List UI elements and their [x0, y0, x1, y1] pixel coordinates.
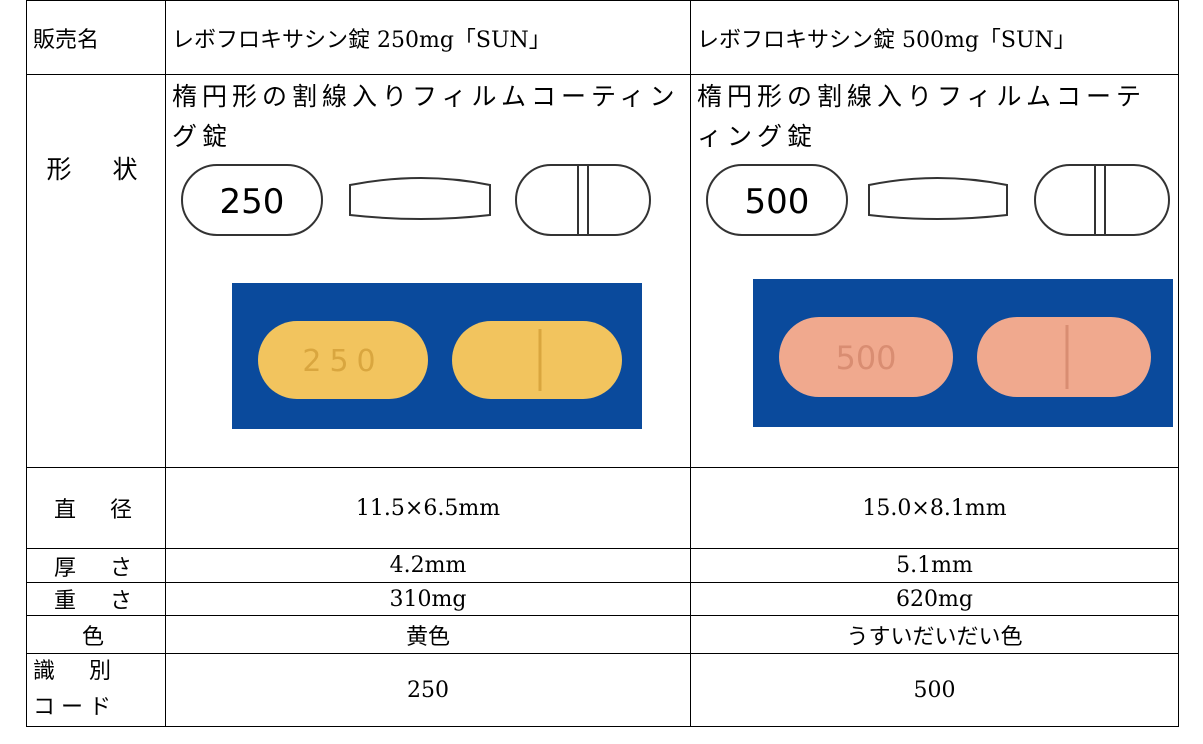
shape-cell: 楕円形の割線入りフィルムコーティング錠 250 250 [165, 74, 691, 468]
tablet-back [515, 164, 651, 236]
header-cell: レボフロキサシン錠 250mg「SUN」 [165, 0, 691, 75]
tablet-photo-front [779, 317, 953, 397]
spec-cell: 5.1mm [690, 548, 1179, 583]
spec-row: 厚 さ 4.2mm 5.1mm [26, 548, 1179, 583]
row-label: 直 径 [26, 467, 166, 549]
spec-row: 直 径 11.5×6.5mm 15.0×8.1mm [26, 467, 1179, 549]
row-label: 色 [26, 615, 166, 654]
header-cell: 販売名 [26, 0, 166, 75]
spec-cell: 4.2mm [165, 548, 691, 583]
row-label: 重 さ [26, 582, 166, 616]
score-line [1094, 164, 1106, 236]
spec-cell: 620mg [690, 582, 1179, 616]
tablet-side [868, 177, 1008, 220]
tablet-figure: 500 500 [706, 164, 1173, 427]
spec-row: 重 さ 310mg 620mg [26, 582, 1179, 616]
row-label: 厚 さ [26, 548, 166, 583]
spec-row: 識 別 コード 250 500 [26, 653, 1179, 727]
spec-cell: 250 [165, 653, 691, 727]
drug-table: 販売名 レボフロキサシン錠 250mg「SUN」 レボフロキサシン錠 500mg… [26, 0, 1179, 727]
header-row: 販売名 レボフロキサシン錠 250mg「SUN」 レボフロキサシン錠 500mg… [26, 0, 1179, 75]
tablet-outline [181, 164, 323, 236]
score-line [577, 164, 589, 236]
header-cell: レボフロキサシン錠 500mg「SUN」 [690, 0, 1179, 75]
tablet-outline [706, 164, 848, 236]
spec-cell: 黄色 [165, 615, 691, 654]
shape-cell: 楕円形の割線入りフィルムコーティング錠 500 500 [690, 74, 1179, 468]
tablet-photo-back [977, 317, 1151, 397]
spec-cell: 310mg [165, 582, 691, 616]
spec-cell: 500 [690, 653, 1179, 727]
row-label: 形 状 [26, 74, 166, 468]
spec-cell: うすいだいだい色 [690, 615, 1179, 654]
tablet-imprint: 500 [745, 182, 810, 222]
tablet-figure: 250 250 [181, 164, 651, 429]
tablet-imprint: 250 [220, 182, 285, 222]
tablet-back [1034, 164, 1170, 236]
tablet-photo-front [258, 321, 428, 399]
tablet-photo-imprint: 500 [835, 339, 896, 377]
spec-row: 色黄色 うすいだいだい色 [26, 615, 1179, 654]
spec-cell: 11.5×6.5mm [165, 467, 691, 549]
row-label: 識 別 コード [26, 653, 166, 727]
tablet-photo-back [452, 321, 622, 399]
shape-description: 楕円形の割線入りフィルムコーティング錠 [697, 82, 1147, 151]
tablet-photo-imprint: 250 [302, 344, 383, 379]
tablet-side [349, 177, 491, 220]
spec-cell: 15.0×8.1mm [690, 467, 1179, 549]
shape-description: 楕円形の割線入りフィルムコーティング錠 [172, 82, 680, 151]
shape-row: 形 状 楕円形の割線入りフィルムコーティング錠 250 250 楕円形の割線入り… [26, 74, 1179, 468]
